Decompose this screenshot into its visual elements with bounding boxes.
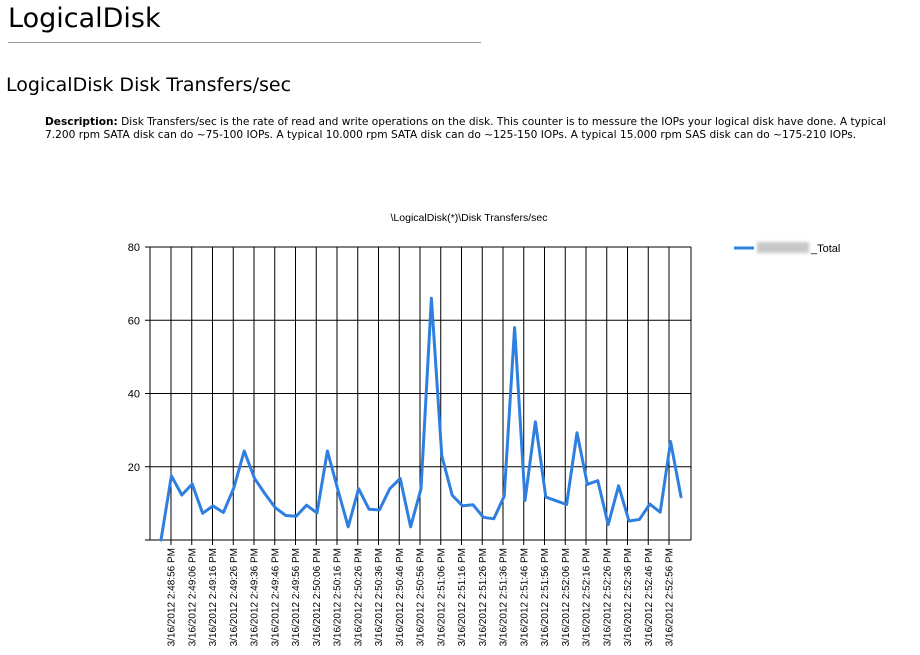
- page-title: LogicalDisk: [8, 3, 161, 34]
- y-tick-label: 40: [128, 389, 140, 401]
- x-tick-label: 3/16/2012 2:51:16 PM: [457, 548, 468, 646]
- x-tick-label: 3/16/2012 2:52:16 PM: [582, 548, 593, 646]
- y-tick-label: 60: [128, 315, 140, 327]
- legend: _Total: [734, 242, 840, 255]
- x-tick-label: 3/16/2012 2:52:46 PM: [644, 548, 655, 646]
- x-tick-label: 3/16/2012 2:48:56 PM: [167, 548, 178, 646]
- x-tick-label: 3/16/2012 2:50:16 PM: [333, 548, 344, 646]
- description-text: Disk Transfers/sec is the rate of read a…: [45, 116, 886, 141]
- series-layer: [159, 296, 683, 542]
- x-tick-label: 3/16/2012 2:49:16 PM: [208, 548, 219, 646]
- x-tick-label: 3/16/2012 2:49:36 PM: [250, 548, 261, 646]
- y-tick-label: 80: [128, 242, 140, 254]
- x-tick-label: 3/16/2012 2:51:56 PM: [540, 548, 551, 646]
- x-tick-label: 3/16/2012 2:50:26 PM: [353, 548, 364, 646]
- x-tick-label: 3/16/2012 2:49:56 PM: [291, 548, 302, 646]
- x-tick-label: 3/16/2012 2:50:56 PM: [416, 548, 427, 646]
- x-tick-label: 3/16/2012 2:49:46 PM: [270, 548, 281, 646]
- x-axis-ticks: 3/16/2012 2:48:56 PM 3/16/2012 2:49:06 PM…: [167, 540, 676, 646]
- x-tick-label: 3/16/2012 2:52:26 PM: [602, 548, 613, 646]
- x-tick-label: 3/16/2012 2:51:06 PM: [436, 548, 447, 646]
- legend-label: _Total: [810, 243, 840, 255]
- title-divider: [8, 42, 481, 43]
- description: Description: Disk Transfers/sec is the r…: [45, 116, 917, 142]
- y-tick-label: 20: [128, 462, 140, 474]
- x-tick-label: 3/16/2012 2:52:36 PM: [623, 548, 634, 646]
- x-tick-label: 3/16/2012 2:50:36 PM: [374, 548, 385, 646]
- chart-title: \LogicalDisk(*)\Disk Transfers/sec: [391, 212, 548, 224]
- x-tick-label: 3/16/2012 2:52:06 PM: [561, 548, 572, 646]
- x-tick-label: 3/16/2012 2:52:56 PM: [665, 548, 676, 646]
- y-axis-ticks: 20 40 60 80: [128, 242, 150, 541]
- series-line-total: [159, 296, 683, 542]
- section-title: LogicalDisk Disk Transfers/sec: [6, 74, 292, 96]
- legend-redacted-host: [757, 242, 809, 253]
- x-tick-label: 3/16/2012 2:49:06 PM: [187, 548, 198, 646]
- x-tick-label: 3/16/2012 2:50:06 PM: [312, 548, 323, 646]
- x-tick-label: 3/16/2012 2:49:26 PM: [229, 548, 240, 646]
- x-tick-label: 3/16/2012 2:50:46 PM: [395, 548, 406, 646]
- x-tick-label: 3/16/2012 2:51:26 PM: [478, 548, 489, 646]
- x-tick-label: 3/16/2012 2:51:36 PM: [499, 548, 510, 646]
- x-tick-label: 3/16/2012 2:51:46 PM: [519, 548, 530, 646]
- description-label: Description:: [45, 116, 118, 128]
